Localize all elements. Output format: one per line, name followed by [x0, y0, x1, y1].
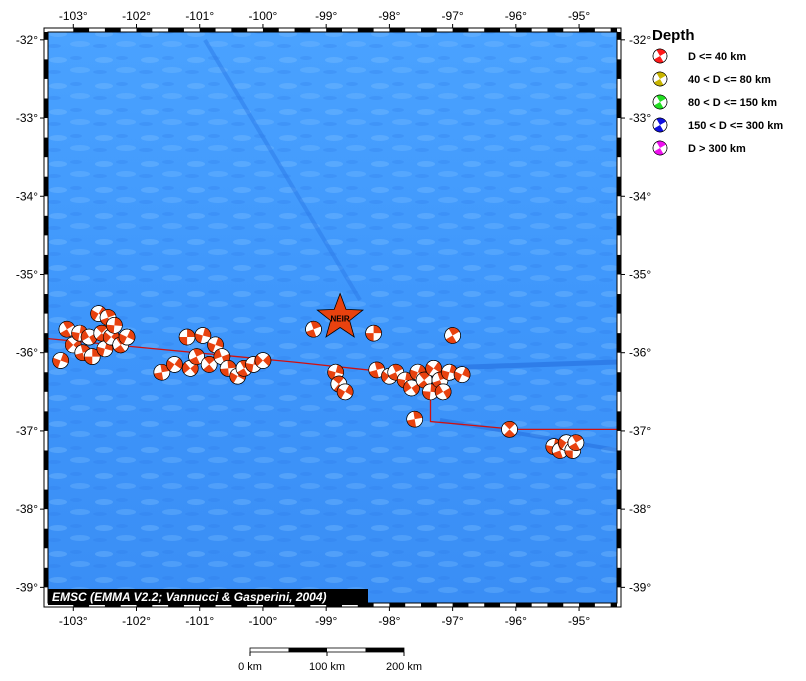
lon-tick-label-top: -101°	[185, 9, 214, 23]
focal-mechanism[interactable]	[56, 318, 78, 340]
lon-tick-label-bottom: -99°	[315, 614, 337, 628]
lat-tick-label-right: -37°	[629, 424, 651, 438]
lat-tick-label-right: -35°	[629, 267, 651, 281]
legend-item-label: D <= 40 km	[688, 51, 746, 63]
lat-tick-label-left: -39°	[16, 580, 38, 594]
focal-mechanism[interactable]	[83, 348, 101, 365]
lon-tick-label-top: -96°	[505, 9, 527, 23]
lon-tick-label-bottom: -97°	[442, 614, 464, 628]
lon-tick-label-bottom: -102°	[122, 614, 151, 628]
legend-beachball-icon	[652, 140, 668, 156]
credit-box: EMSC (EMMA V2.2; Vannucci & Gasperini, 2…	[48, 589, 368, 605]
focal-mechanism[interactable]	[106, 317, 123, 334]
focal-mechanism[interactable]	[303, 319, 324, 340]
lat-tick-label-left: -37°	[16, 424, 38, 438]
lat-tick-label-left: -34°	[16, 189, 38, 203]
legend-beachball-icon	[652, 117, 668, 133]
legend-title: Depth	[652, 27, 695, 44]
focal-mechanism[interactable]	[334, 381, 356, 403]
focal-mechanism[interactable]	[396, 371, 415, 390]
legend-item-label: 150 < D <= 300 km	[688, 120, 783, 132]
credit-text: EMSC (EMMA V2.2; Vannucci & Gasperini, 2…	[52, 590, 327, 604]
focal-mechanisms-layer	[50, 305, 587, 459]
focal-mechanism[interactable]	[451, 364, 472, 385]
focal-mechanism[interactable]	[365, 324, 382, 342]
legend-item: 40 < D <= 80 km	[652, 71, 771, 87]
fracture-zone-trough	[439, 359, 617, 371]
focal-mechanism[interactable]	[440, 362, 460, 382]
scale-label: 200 km	[386, 661, 422, 673]
lat-tick-label-right: -33°	[629, 111, 651, 125]
legend-beachball-icon	[652, 48, 668, 64]
focal-mechanism[interactable]	[422, 383, 439, 401]
lon-tick-label-bottom: -95°	[568, 614, 590, 628]
epicenter-layer: NEIR	[316, 292, 364, 338]
lon-tick-label-bottom: -101°	[185, 614, 214, 628]
legend-item-label: D > 300 km	[688, 143, 746, 155]
lat-tick-label-right: -34°	[629, 189, 651, 203]
focal-mechanism[interactable]	[78, 326, 100, 348]
scale-bar: 0 km 100 km 200 km	[238, 647, 422, 673]
focal-mechanism[interactable]	[186, 346, 207, 367]
focal-mechanism[interactable]	[405, 410, 424, 429]
lon-tick-label-bottom: -96°	[505, 614, 527, 628]
lat-tick-label-right: -39°	[629, 580, 651, 594]
lon-tick-label-top: -102°	[122, 9, 151, 23]
epicenter-star[interactable]	[316, 292, 364, 338]
lon-tick-label-bottom: -100°	[249, 614, 278, 628]
lon-tick-label-top: -97°	[442, 9, 464, 23]
legend-item: D > 300 km	[652, 140, 746, 156]
lat-tick-label-left: -38°	[16, 502, 38, 516]
lat-tick-label-left: -36°	[16, 346, 38, 360]
legend-item: 80 < D <= 150 km	[652, 94, 777, 110]
lat-tick-label-left: -35°	[16, 267, 38, 281]
legend-item-label: 40 < D <= 80 km	[688, 74, 771, 86]
epicenter-label: NEIR	[331, 315, 350, 324]
lon-tick-label-bottom: -98°	[378, 614, 400, 628]
focal-mechanism[interactable]	[116, 326, 137, 347]
focal-mechanism[interactable]	[50, 350, 71, 371]
focal-mechanism[interactable]	[98, 307, 119, 328]
legend-beachball-icon	[652, 71, 668, 87]
focal-mechanism[interactable]	[565, 432, 587, 454]
lon-tick-label-top: -100°	[249, 9, 278, 23]
lat-tick-label-right: -32°	[629, 33, 651, 47]
legend-item-label: 80 < D <= 150 km	[688, 97, 777, 109]
lat-tick-label-left: -32°	[16, 33, 38, 47]
lon-tick-label-top: -103°	[59, 9, 88, 23]
lat-tick-label-right: -36°	[629, 346, 651, 360]
lon-tick-label-top: -99°	[315, 9, 337, 23]
focal-mechanism[interactable]	[252, 349, 275, 372]
lon-tick-label-top: -95°	[568, 9, 590, 23]
fracture-zone-ridge	[203, 38, 362, 302]
depth-legend: Depth D <= 40 km 40 < D <= 80 km 80 < D <=…	[652, 27, 783, 156]
lat-tick-label-right: -38°	[629, 502, 651, 516]
focal-mechanism[interactable]	[442, 325, 464, 347]
legend-beachball-icon	[652, 94, 668, 110]
scale-label: 100 km	[309, 661, 345, 673]
lon-tick-label-bottom: -103°	[59, 614, 88, 628]
map-frame: NEIR -103° -103° -102° -102° -101° -101° -100°…	[16, 9, 652, 628]
legend-item: D <= 40 km	[652, 48, 746, 64]
focal-mechanism[interactable]	[163, 353, 185, 375]
focal-mechanism[interactable]	[367, 360, 387, 380]
scale-label: 0 km	[238, 661, 262, 673]
focal-mechanism[interactable]	[498, 418, 521, 441]
focal-mechanism[interactable]	[178, 328, 196, 346]
focal-mechanism[interactable]	[193, 326, 213, 346]
lon-tick-label-top: -98°	[378, 9, 400, 23]
focal-mechanism[interactable]	[432, 381, 454, 403]
legend-item: 150 < D <= 300 km	[652, 117, 783, 133]
lat-tick-label-left: -33°	[16, 111, 38, 125]
axis-ticks: -103° -103° -102° -102° -101° -101° -100° -100°…	[16, 9, 652, 628]
